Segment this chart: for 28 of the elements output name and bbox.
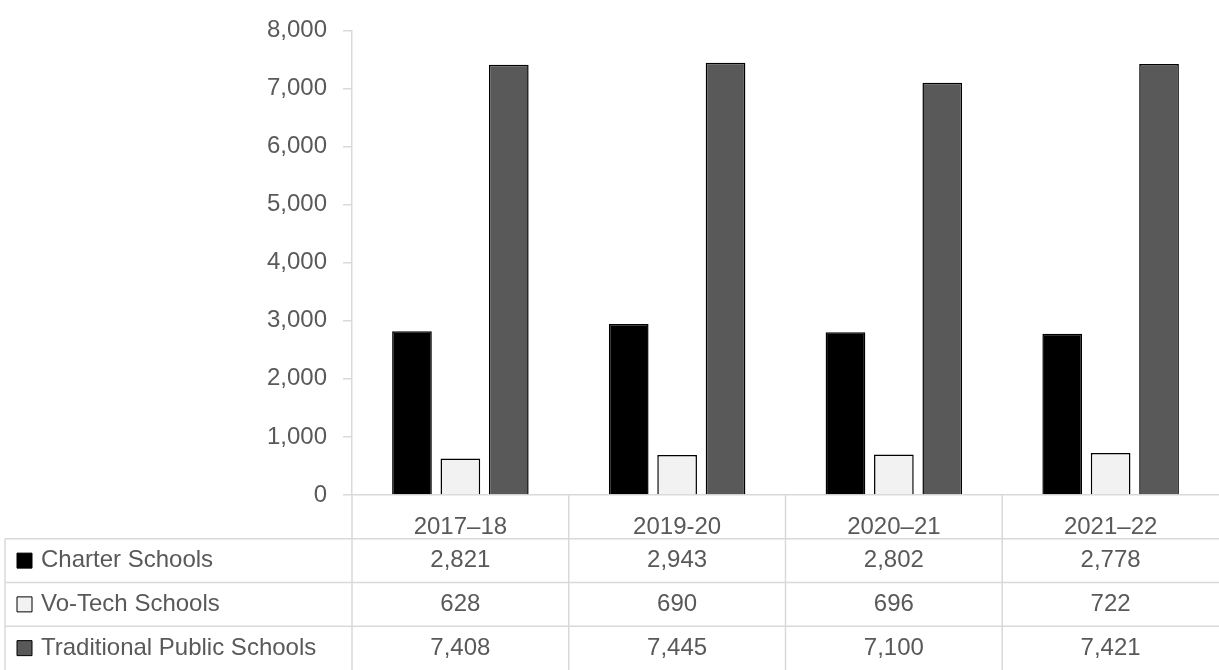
- data-label: 2,943: [647, 545, 708, 573]
- data-label: 2,821: [430, 545, 491, 573]
- data-label: 7,408: [430, 632, 491, 660]
- y-tick-label: 7,000: [266, 73, 327, 101]
- data-label: 2,802: [863, 545, 924, 573]
- data-label: 7,100: [863, 632, 924, 660]
- y-tick-label: 3,000: [266, 305, 327, 333]
- data-label: 690: [657, 589, 698, 616]
- x-tick-label: 2019-20: [633, 512, 722, 540]
- y-tick-label: 5,000: [266, 189, 327, 217]
- legend-label: Traditional Public Schools: [41, 632, 317, 660]
- y-tick-label: 0: [313, 479, 327, 507]
- legend-label: Charter Schools: [41, 545, 214, 573]
- x-tick-label: 2020–21: [847, 512, 941, 540]
- data-label: 696: [873, 589, 914, 616]
- y-tick-label: 1,000: [266, 421, 327, 449]
- data-label: 7,445: [647, 632, 708, 660]
- y-tick-label: 2,000: [266, 363, 327, 391]
- x-tick-label: 2021–22: [1063, 512, 1158, 540]
- x-tick-label: 2017–18: [413, 512, 508, 540]
- data-label: 2,778: [1080, 545, 1141, 573]
- data-label: 722: [1090, 589, 1131, 616]
- data-label: 7,421: [1080, 632, 1141, 660]
- y-tick-label: 4,000: [266, 247, 327, 275]
- data-label: 628: [440, 589, 481, 616]
- y-tick-label: 6,000: [266, 131, 327, 159]
- y-tick-label: 8,000: [266, 15, 327, 43]
- legend-label: Vo-Tech Schools: [41, 589, 220, 616]
